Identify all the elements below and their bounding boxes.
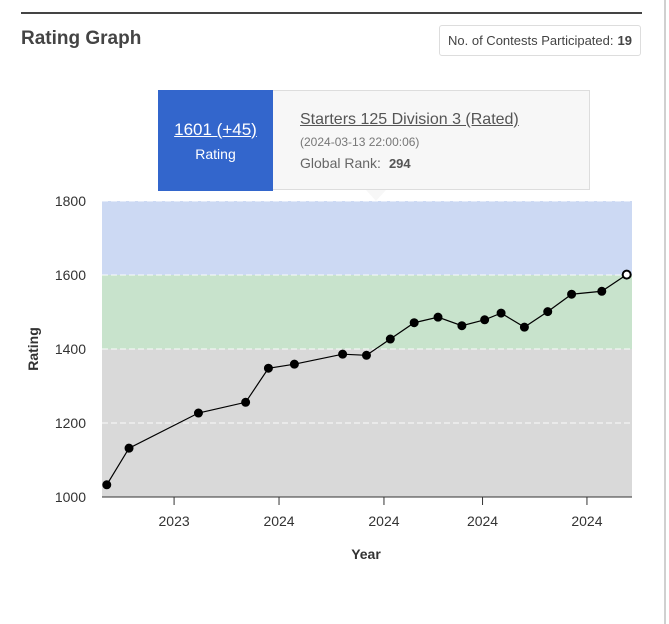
contests-count-badge: No. of Contests Participated: 19 (439, 25, 641, 56)
x-axis-title: Year (351, 546, 381, 562)
x-tick-label: 2024 (467, 513, 498, 529)
data-point (338, 349, 348, 359)
x-tick-label: 2024 (368, 513, 399, 529)
data-point (457, 321, 467, 331)
rating-band-2 (102, 201, 632, 275)
data-point (543, 307, 553, 317)
data-point (193, 408, 203, 418)
data-point (124, 443, 134, 453)
rating-band-1 (102, 275, 632, 349)
highlighted-data-point (621, 269, 632, 280)
y-tick-label: 1200 (55, 415, 86, 431)
data-point (519, 322, 529, 332)
data-point (289, 359, 299, 369)
tooltip-global-rank: Global Rank: 294 (300, 155, 519, 171)
y-tick-label: 1600 (55, 267, 86, 283)
section-title: Rating Graph (21, 28, 142, 49)
data-point (433, 312, 443, 322)
tooltip-rating-panel: 1601 (+45) Rating (158, 90, 273, 191)
data-point (567, 289, 577, 299)
tooltip-pointer (366, 190, 386, 201)
data-point (496, 308, 506, 318)
contests-label: No. of Contests Participated: (448, 33, 614, 48)
tooltip-rank-label: Global Rank: (300, 155, 381, 171)
tooltip-rating-label: Rating (195, 145, 236, 162)
tooltip-details: Starters 125 Division 3 (Rated) (2024-03… (300, 111, 519, 171)
x-tick-label: 2024 (571, 513, 602, 529)
data-point (409, 318, 419, 328)
tooltip-contest-date: (2024-03-13 22:00:06) (300, 135, 420, 149)
y-tick-label: 1800 (55, 193, 86, 209)
data-point (102, 480, 112, 490)
y-axis-title: Rating (25, 327, 41, 371)
data-point (597, 286, 607, 296)
right-edge-divider (664, 0, 666, 624)
data-point (361, 350, 371, 360)
data-point (241, 397, 251, 407)
data-point (263, 363, 273, 373)
tooltip-rank-value: 294 (388, 156, 411, 171)
data-point (385, 334, 395, 344)
top-divider (21, 12, 642, 14)
x-tick-label: 2023 (159, 513, 190, 529)
contests-count: 19 (617, 33, 632, 48)
chart-tooltip: 1601 (+45) Rating Starters 125 Division … (158, 90, 590, 201)
y-tick-label: 1000 (55, 489, 86, 505)
x-tick-label: 2024 (263, 513, 294, 529)
data-point (480, 315, 490, 325)
y-tick-label: 1400 (55, 341, 86, 357)
tooltip-rating-link[interactable]: 1601 (+45) (174, 119, 257, 139)
tooltip-contest-link[interactable]: Starters 125 Division 3 (Rated) (300, 111, 519, 128)
